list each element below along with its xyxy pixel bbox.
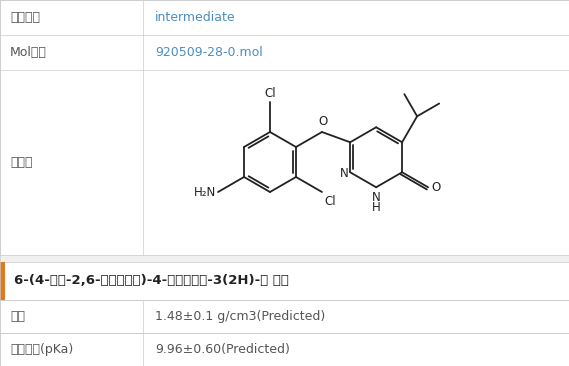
- Bar: [0, 333, 569, 366]
- Bar: [0, 262, 569, 366]
- Text: Cl: Cl: [324, 195, 336, 208]
- Bar: [0, 262, 569, 300]
- Text: Cl: Cl: [264, 87, 276, 100]
- Bar: [0, 262, 5, 300]
- Text: 1.48±0.1 g/cm3(Predicted): 1.48±0.1 g/cm3(Predicted): [155, 310, 325, 323]
- Text: H₂N: H₂N: [194, 186, 216, 198]
- Text: 6-(4-氨基-2,6-二氯苯氧基)-4-异丙基哒屺-3(2H)-酮 性质: 6-(4-氨基-2,6-二氯苯氧基)-4-异丙基哒屺-3(2H)-酮 性质: [14, 274, 289, 288]
- Text: N: N: [339, 167, 348, 180]
- Text: 相关类别: 相关类别: [10, 11, 40, 24]
- Text: H: H: [372, 201, 381, 214]
- Text: 920509-28-0.mol: 920509-28-0.mol: [155, 46, 263, 59]
- Bar: [0, 300, 569, 333]
- Text: 密度: 密度: [10, 310, 25, 323]
- Text: O: O: [431, 181, 440, 194]
- Text: 结构式: 结构式: [10, 156, 32, 169]
- Text: Mol文件: Mol文件: [10, 46, 47, 59]
- Text: intermediate: intermediate: [155, 11, 236, 24]
- Text: 9.96±0.60(Predicted): 9.96±0.60(Predicted): [155, 343, 290, 356]
- Text: O: O: [318, 115, 328, 128]
- Text: N: N: [372, 191, 381, 204]
- Bar: [0, 255, 569, 262]
- Bar: [0, 0, 569, 255]
- Text: 酸度系数(pKa): 酸度系数(pKa): [10, 343, 73, 356]
